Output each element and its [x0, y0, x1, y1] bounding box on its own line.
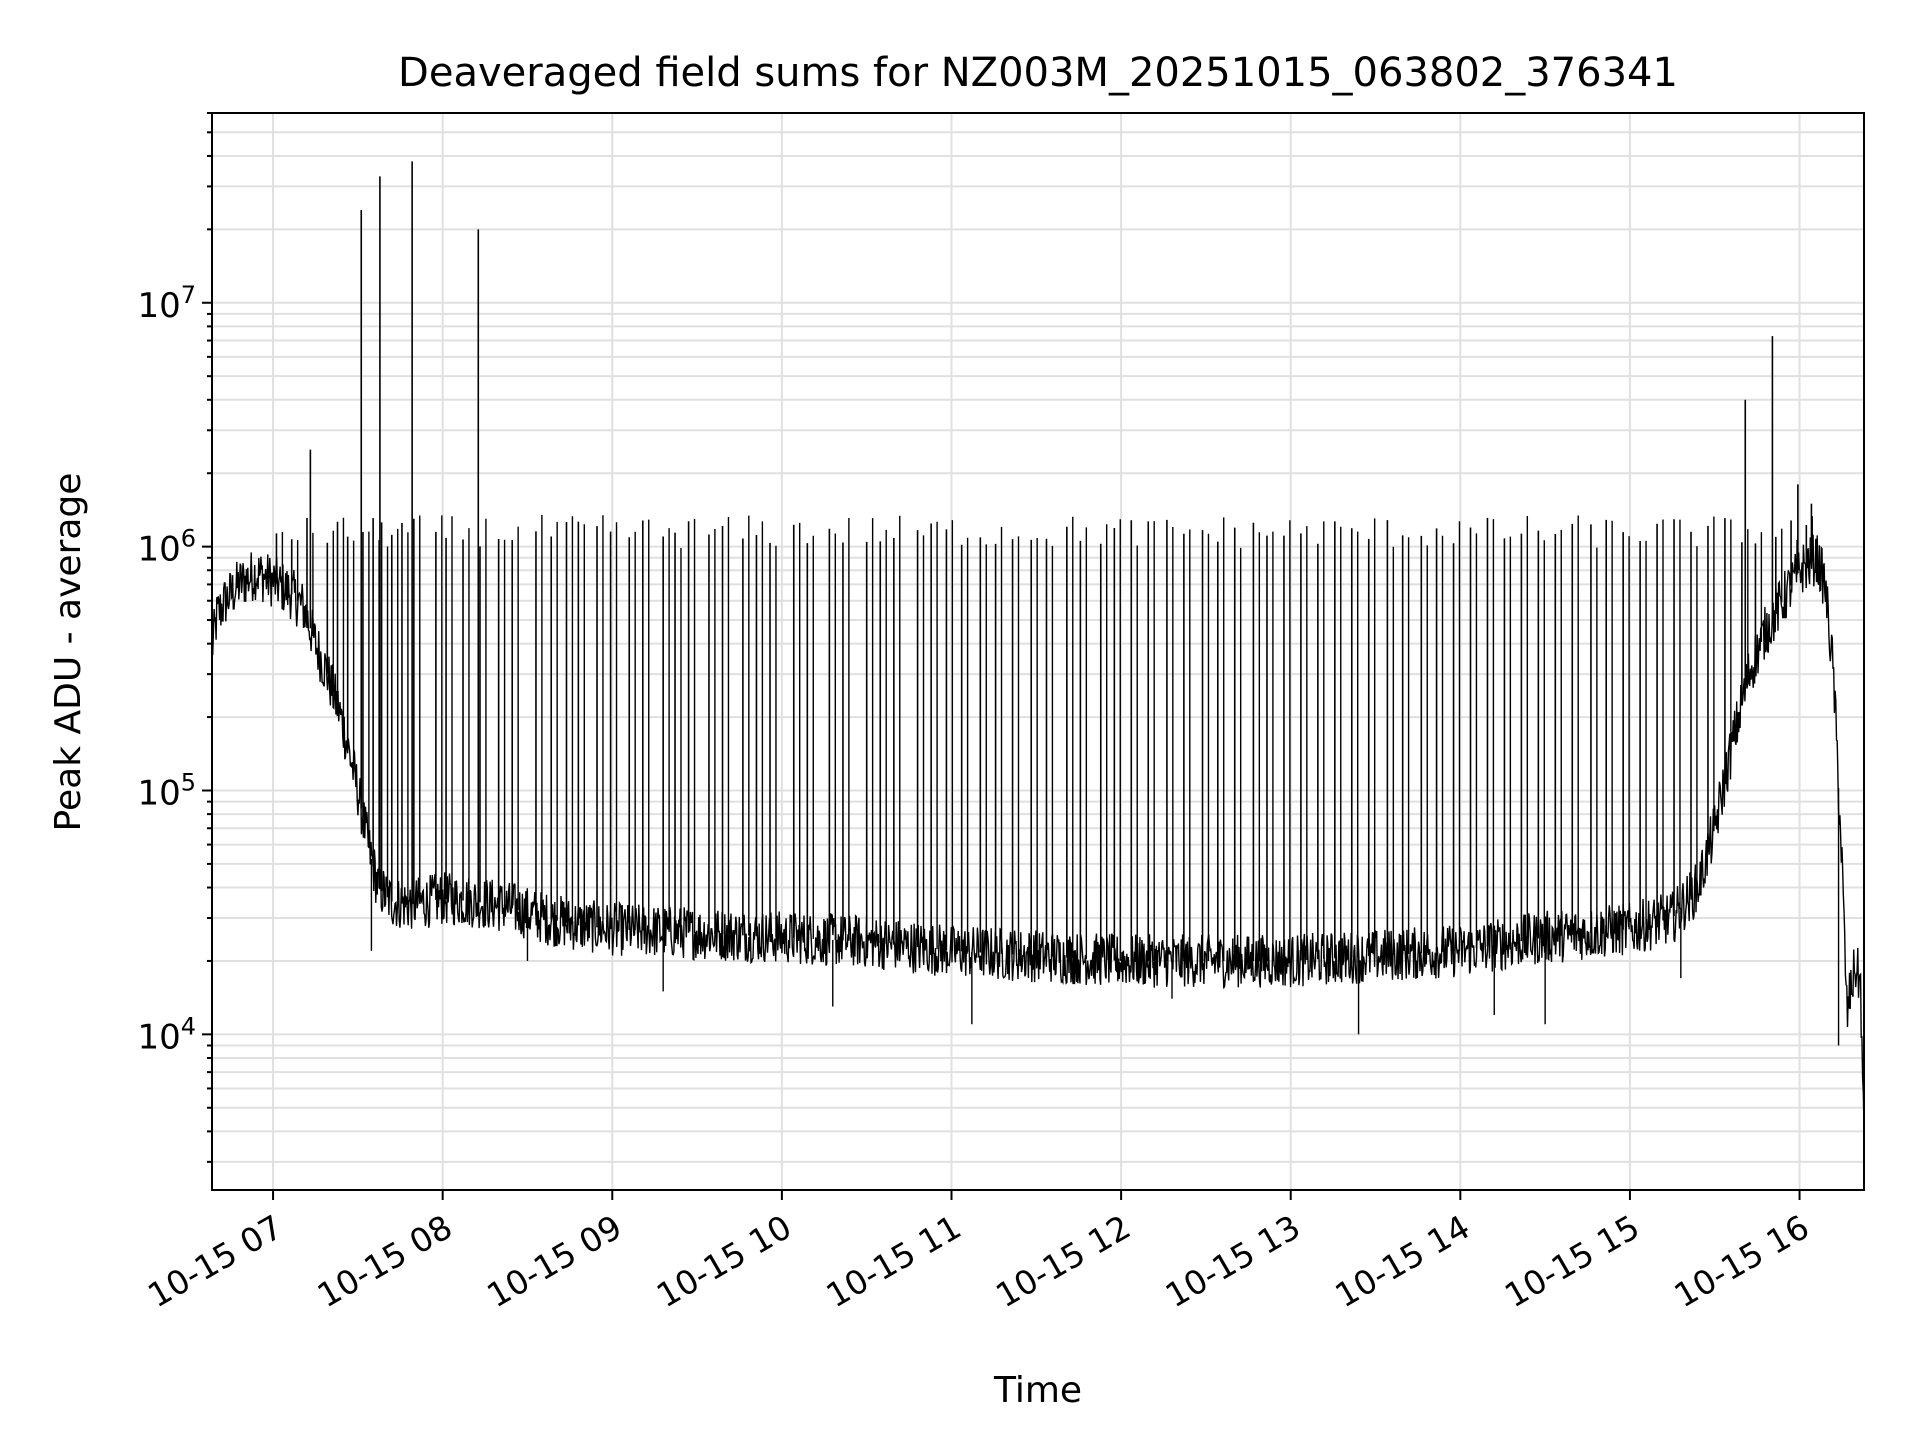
series-layer [211, 161, 1865, 1129]
y-tick-label: 106 [137, 525, 196, 570]
plot-frame [211, 112, 1865, 1191]
y-tick-base: 10 [137, 286, 180, 326]
chart-title: Deaveraged field sums for NZ003M_2025101… [398, 50, 1678, 96]
y-tick-label: 104 [137, 1012, 196, 1057]
y-tick-exponent: 6 [181, 525, 196, 553]
y-tick-label: 107 [137, 281, 196, 326]
y-tick-base: 10 [137, 1017, 180, 1057]
y-axis-label: Peak ADU - average [48, 473, 89, 832]
grid [212, 112, 1864, 1190]
y-tick-exponent: 4 [181, 1012, 196, 1040]
y-tick-exponent: 5 [181, 768, 196, 796]
y-tick-label: 105 [137, 768, 196, 813]
series-line-baseline [211, 534, 1865, 1129]
x-axis-label: Time [993, 1370, 1082, 1411]
y-tick-base: 10 [137, 773, 180, 813]
y-tick-base: 10 [137, 530, 180, 570]
y-tick-exponent: 7 [181, 281, 196, 309]
